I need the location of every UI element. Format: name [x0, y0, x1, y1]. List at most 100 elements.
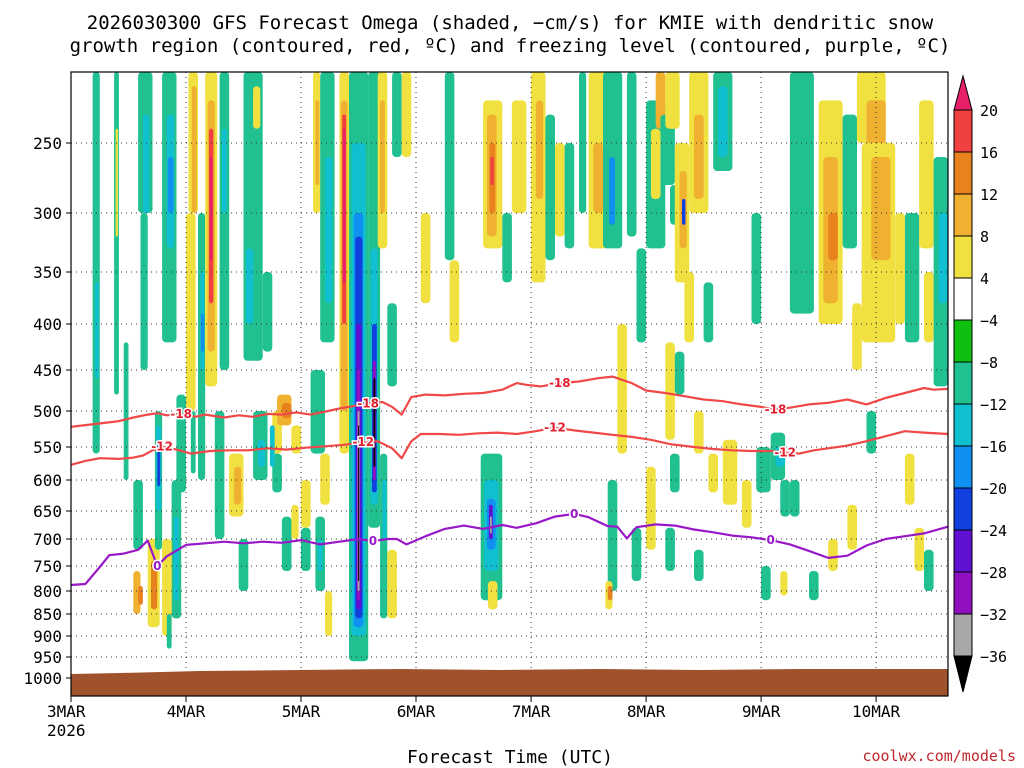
- omega-cell-55: [301, 480, 311, 528]
- omega-cell-93: [449, 260, 460, 343]
- chart-title-line-2: growth region (contoured, red, ºC) and f…: [70, 35, 951, 57]
- omega-cell-148: [751, 213, 762, 324]
- omega-cell-136: [670, 453, 680, 493]
- colorbar-label-12: −32: [980, 606, 1007, 624]
- omega-shading: [92, 72, 948, 662]
- ytick-label-450: 450: [33, 361, 62, 380]
- omega-cell-144: [708, 453, 718, 493]
- colorbar-band-3: [953, 193, 973, 237]
- omega-cell-115: [609, 157, 615, 225]
- colorbar: 20 16 12 8 4 −4 −8 −12 −16 −20 −24 −28 −32 −36: [953, 74, 1007, 693]
- colorbar-band-8: [953, 403, 973, 447]
- omega-cell-139: [694, 114, 704, 199]
- omega-cell-37: [214, 411, 225, 539]
- omega-cell-137: [665, 527, 675, 571]
- xtick-sublabel-3MAR: 2026: [47, 721, 86, 740]
- omega-cell-34: [210, 157, 213, 261]
- omega-cell-18: [167, 157, 174, 213]
- plot-frame: [70, 71, 949, 697]
- omega-cell-177: [828, 539, 838, 571]
- colorbar-band-12: [953, 571, 973, 615]
- omega-cell-50: [291, 425, 301, 454]
- xtick-label-7MAR: 7MAR: [512, 702, 551, 721]
- ytick-label-500: 500: [33, 402, 62, 421]
- omega-cell-77: [358, 425, 360, 581]
- xtick-label-8MAR: 8MAR: [627, 702, 666, 721]
- omega-cell-30: [200, 313, 205, 352]
- omega-cell-97: [490, 157, 494, 185]
- xtick-label-5MAR: 5MAR: [282, 702, 321, 721]
- omega-cell-154: [780, 571, 788, 596]
- colorbar-label-6: −8: [980, 354, 998, 372]
- xtick-label-6MAR: 6MAR: [397, 702, 436, 721]
- ytick-label-300: 300: [33, 204, 62, 223]
- contour-label-0-0: -18: [170, 407, 192, 421]
- omega-cell-27: [190, 411, 196, 474]
- colorbar-band-2: [953, 151, 973, 195]
- omega-cell-127: [660, 114, 675, 185]
- omega-cell-53: [281, 516, 292, 571]
- ytick-label-1000: 1000: [23, 669, 62, 688]
- omega-cell-43: [253, 86, 261, 129]
- omega-cell-173: [866, 411, 877, 454]
- ytick-label-350: 350: [33, 263, 62, 282]
- omega-cell-116: [607, 480, 618, 591]
- omega-cell-87: [387, 303, 397, 387]
- omega-cell-123: [646, 466, 656, 550]
- omega-cell-167: [919, 100, 934, 249]
- omega-cell-152: [780, 480, 790, 517]
- omega-cell-0: [92, 72, 100, 454]
- omega-cell-88: [387, 549, 397, 619]
- colorbar-label-2: 12: [980, 186, 998, 204]
- colorbar-label-4: 4: [980, 270, 989, 288]
- omega-cell-126: [655, 72, 666, 129]
- omega-cell-46: [257, 439, 266, 467]
- omega-cell-168: [924, 272, 934, 343]
- ytick-label-950: 950: [33, 648, 62, 667]
- omega-cell-147: [741, 480, 752, 528]
- omega-cell-128: [665, 72, 680, 129]
- ytick-label-650: 650: [33, 502, 62, 521]
- omega-cell-12: [151, 560, 158, 610]
- omega-cell-107: [535, 100, 544, 199]
- omega-cell-166: [904, 213, 920, 343]
- omega-cell-65: [325, 591, 333, 636]
- omega-cell-69: [342, 128, 346, 283]
- omega-cell-155: [789, 72, 814, 314]
- xtick-label-10MAR: 10MAR: [852, 702, 901, 721]
- omega-cell-36: [222, 128, 227, 213]
- omega-cell-178: [847, 504, 857, 550]
- omega-cell-61: [310, 370, 325, 454]
- omega-cell-120: [626, 72, 637, 237]
- colorbar-label-10: −24: [980, 522, 1007, 540]
- omega-cell-111: [579, 72, 587, 213]
- omega-cell-133: [684, 272, 694, 343]
- omega-cell-6: [142, 114, 150, 213]
- omega-cell-170: [938, 213, 948, 304]
- ytick-label-600: 600: [33, 471, 62, 490]
- omega-cell-165: [895, 213, 905, 324]
- credit-text: coolwx.com/models: [862, 747, 1016, 765]
- colorbar-band-6: [953, 319, 973, 363]
- xtick-label-3MAR: 3MAR: [47, 702, 86, 721]
- omega-cell-15: [157, 439, 161, 487]
- omega-cell-104: [502, 213, 512, 283]
- omega-cell-1: [95, 282, 99, 379]
- omega-cell-10: [138, 586, 143, 605]
- omega-cell-58: [315, 100, 320, 185]
- omega-cell-158: [828, 213, 838, 261]
- ytick-label-250: 250: [33, 134, 62, 153]
- omega-cell-84: [382, 480, 387, 539]
- omega-cell-82: [373, 378, 376, 467]
- colorbar-label-3: 8: [980, 228, 989, 246]
- omega-cell-118: [607, 586, 613, 601]
- contour-label-2-0: 0: [153, 559, 161, 573]
- y-axis-ticks: 250 300 350 400 450 500 550 600 650 700 750 800 850 9…: [23, 134, 71, 688]
- contour-label-0-2: -18: [549, 376, 571, 390]
- omega-cell-92: [444, 72, 455, 261]
- omega-cell-40: [238, 539, 249, 591]
- omega-cell-122: [631, 527, 642, 581]
- colorbar-band-13: [953, 613, 973, 657]
